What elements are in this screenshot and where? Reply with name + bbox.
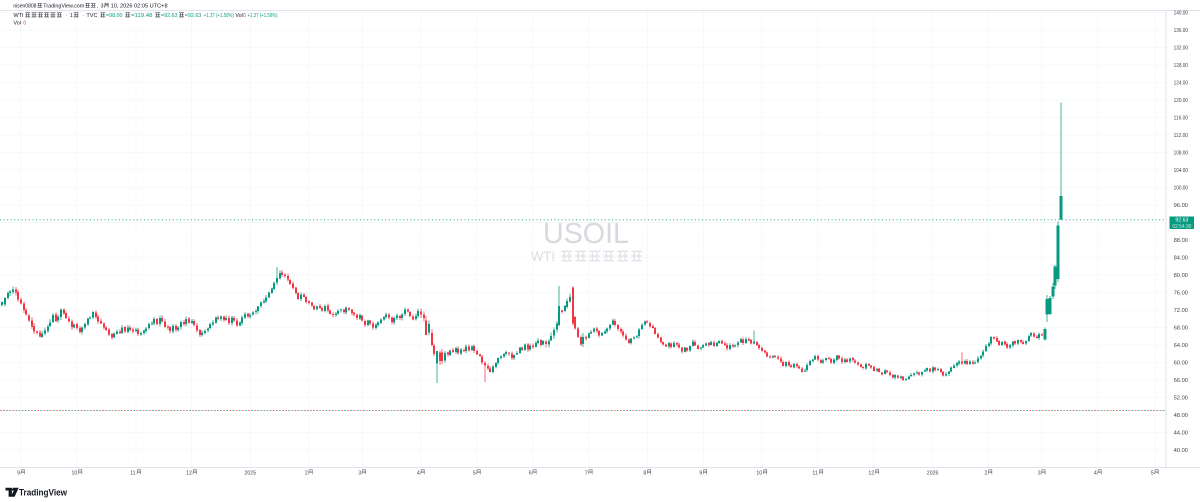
svg-text:132.00: 132.00 <box>1174 45 1188 51</box>
svg-text:2026: 2026 <box>927 470 939 476</box>
svg-text:12: 12 <box>868 470 874 476</box>
svg-text:·: · <box>83 13 85 19</box>
svg-text:8: 8 <box>643 470 646 476</box>
svg-text:2025: 2025 <box>245 470 257 476</box>
svg-text:3: 3 <box>101 3 104 9</box>
svg-text:7: 7 <box>585 470 588 476</box>
svg-text:=92.63: =92.63 <box>161 13 178 19</box>
svg-text:5: 5 <box>1151 470 1154 476</box>
svg-text:68.00: 68.00 <box>1174 325 1189 331</box>
svg-text:120.00: 120.00 <box>1174 98 1188 104</box>
svg-text:11: 11 <box>812 470 817 476</box>
svg-text:88.00: 88.00 <box>1174 238 1189 244</box>
svg-text:92.63: 92.63 <box>1175 218 1188 224</box>
svg-text:1: 1 <box>70 13 73 19</box>
svg-text:84.00: 84.00 <box>1174 255 1189 261</box>
svg-text:10: 10 <box>756 470 762 476</box>
svg-text:3: 3 <box>358 470 361 476</box>
svg-text:+1.37 (+1.50%): +1.37 (+1.50%) <box>248 13 278 19</box>
svg-text:6: 6 <box>529 470 532 476</box>
svg-text:48.00: 48.00 <box>1174 413 1189 419</box>
svg-text:,: , <box>97 3 98 9</box>
svg-text:=98.00: =98.00 <box>106 13 123 19</box>
svg-text:2: 2 <box>305 470 308 476</box>
svg-text:10, 2026 02:05 UTC+8: 10, 2026 02:05 UTC+8 <box>111 3 168 9</box>
svg-text:40.00: 40.00 <box>1174 448 1189 454</box>
svg-text:WTI: WTI <box>531 249 555 264</box>
svg-text:3: 3 <box>1038 470 1041 476</box>
svg-text:11: 11 <box>130 470 135 476</box>
svg-text:80.00: 80.00 <box>1174 273 1189 279</box>
svg-text:44.00: 44.00 <box>1174 430 1189 436</box>
svg-text:TradingView.com: TradingView.com <box>43 3 84 9</box>
svg-text:0: 0 <box>23 21 26 27</box>
svg-text:72.00: 72.00 <box>1174 308 1189 314</box>
svg-text:·: · <box>66 13 68 19</box>
svg-text:128.00: 128.00 <box>1174 63 1188 69</box>
svg-text:104.00: 104.00 <box>1174 168 1188 174</box>
svg-text:140.00: 140.00 <box>1174 10 1188 16</box>
svg-text:56.00: 56.00 <box>1174 378 1189 384</box>
svg-text:WTI: WTI <box>14 13 24 19</box>
svg-text:4: 4 <box>1094 470 1097 476</box>
svg-text:108.00: 108.00 <box>1174 150 1188 156</box>
svg-text:76.00: 76.00 <box>1174 290 1189 296</box>
svg-text:112.00: 112.00 <box>1174 133 1189 139</box>
svg-text:5: 5 <box>473 470 476 476</box>
svg-text:124.00: 124.00 <box>1174 80 1188 86</box>
svg-text:96.00: 96.00 <box>1174 203 1189 209</box>
svg-text:=92.63: =92.63 <box>185 13 202 19</box>
svg-text:100.00: 100.00 <box>1174 185 1188 191</box>
svg-text:136.00: 136.00 <box>1174 28 1188 34</box>
svg-text:2: 2 <box>985 470 988 476</box>
svg-text:USOIL: USOIL <box>543 218 629 250</box>
svg-text:9: 9 <box>699 470 702 476</box>
svg-text:nisen0808: nisen0808 <box>13 3 36 9</box>
svg-text:116.00: 116.00 <box>1174 115 1189 121</box>
svg-text:Vol: Vol <box>235 13 242 19</box>
svg-text:64.00: 64.00 <box>1174 343 1189 349</box>
svg-text:=119.48: =119.48 <box>131 13 153 19</box>
svg-text:10: 10 <box>72 470 78 476</box>
svg-text:4: 4 <box>417 470 420 476</box>
svg-text:52.00: 52.00 <box>1174 395 1189 401</box>
svg-text:+1.37 (+1.50%): +1.37 (+1.50%) <box>204 13 234 19</box>
svg-text:02:54:30: 02:54:30 <box>1172 224 1191 230</box>
svg-text:60.00: 60.00 <box>1174 360 1189 366</box>
svg-text:0: 0 <box>243 13 246 19</box>
svg-text:Vol: Vol <box>14 21 21 27</box>
svg-text:12: 12 <box>186 470 192 476</box>
svg-text:TradingView: TradingView <box>19 487 67 497</box>
svg-text:TVC: TVC <box>86 13 98 19</box>
svg-text:9: 9 <box>17 470 20 476</box>
